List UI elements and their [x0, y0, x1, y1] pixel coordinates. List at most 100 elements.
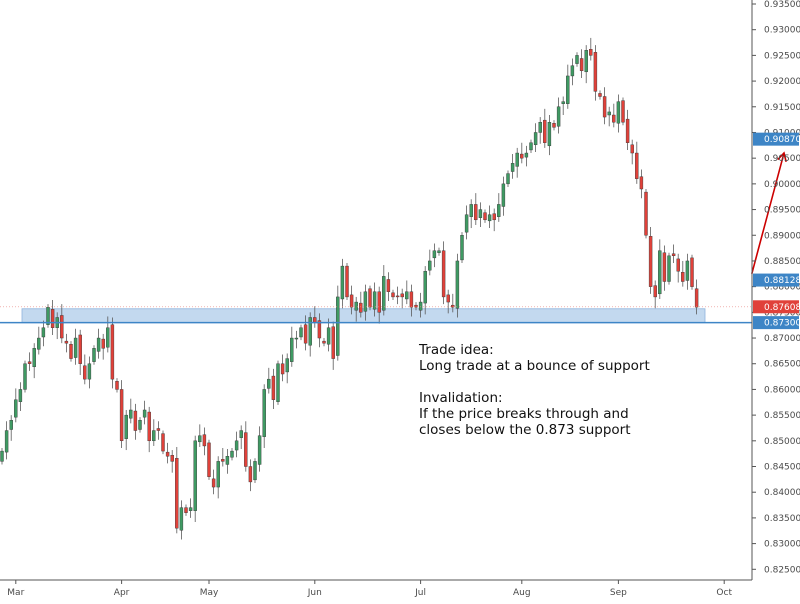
- candle-body-down: [69, 344, 73, 359]
- candle: [382, 265, 386, 316]
- note-trade-idea-text: Long trade at a bounce of support: [419, 358, 650, 374]
- candle: [570, 58, 575, 86]
- candle-body-up: [96, 337, 101, 352]
- candle: [175, 446, 179, 534]
- candle-body-down: [349, 294, 354, 308]
- candle: [193, 435, 197, 523]
- x-tick-label: Jul: [414, 588, 426, 598]
- y-tick-label: 0.89500: [764, 206, 800, 216]
- candle: [400, 288, 404, 309]
- candle: [349, 285, 354, 315]
- candle-body-up: [9, 420, 13, 430]
- candle: [46, 304, 50, 328]
- candle-body-down: [648, 236, 653, 287]
- badge-label: 0.87300: [764, 319, 800, 329]
- candle: [529, 139, 533, 154]
- candle-body-down: [377, 291, 381, 313]
- candle: [152, 419, 156, 446]
- candle-body-down: [386, 279, 391, 292]
- candle: [87, 356, 92, 389]
- candle: [556, 97, 561, 134]
- candle: [179, 500, 184, 540]
- candle: [96, 328, 101, 359]
- candle: [441, 241, 446, 305]
- candle: [216, 456, 220, 499]
- candle: [368, 285, 372, 311]
- candle: [170, 450, 174, 473]
- candle-body-up: [464, 214, 469, 233]
- candle: [395, 286, 400, 305]
- candle-body-down: [78, 334, 82, 364]
- candle-body-up: [478, 209, 483, 218]
- badge-background: [753, 273, 799, 287]
- y-tick-label: 0.87500: [764, 308, 800, 318]
- candle-body-down: [593, 52, 598, 92]
- candle: [4, 421, 9, 460]
- candle: [294, 330, 299, 349]
- candle-body-down: [50, 309, 55, 328]
- candle: [386, 272, 391, 302]
- candle: [23, 360, 27, 393]
- y-tick-label: 0.86000: [764, 385, 800, 395]
- candle-body-up: [423, 271, 427, 304]
- candle: [694, 279, 699, 315]
- candle-body-down: [676, 258, 680, 272]
- badge-label: 0.87608: [764, 303, 800, 313]
- candle: [308, 312, 312, 357]
- candle-body-down: [598, 93, 602, 97]
- candle: [451, 293, 455, 313]
- candle: [184, 504, 188, 516]
- candle-body-up: [437, 250, 441, 253]
- candle-body-up: [510, 163, 515, 172]
- candle-body-up: [92, 348, 96, 362]
- candle-body-up: [497, 204, 501, 217]
- candle-body-down: [170, 455, 174, 462]
- candle: [253, 458, 257, 483]
- candle: [142, 400, 147, 425]
- candle-body-down: [391, 292, 395, 298]
- candle: [423, 266, 427, 315]
- candle-body-down: [474, 204, 478, 221]
- candle-body-up: [87, 363, 92, 380]
- candle-body-up: [363, 291, 368, 312]
- candle: [372, 282, 377, 317]
- candle-body-up: [340, 265, 345, 300]
- candle: [115, 378, 119, 393]
- candle: [9, 415, 13, 441]
- candle: [340, 258, 345, 309]
- x-tick-label: Jun: [307, 588, 322, 598]
- candle-body-up: [506, 173, 510, 185]
- candle: [607, 106, 611, 127]
- candle-body-up: [607, 111, 611, 116]
- candle: [676, 253, 680, 283]
- candle: [363, 284, 368, 321]
- y-tick-label: 0.83000: [764, 540, 800, 550]
- candle-body-down: [165, 451, 170, 457]
- y-tick-label: 0.90000: [764, 180, 800, 190]
- candle: [73, 328, 78, 365]
- candle-body-down: [119, 389, 124, 442]
- candle-body-up: [667, 255, 671, 282]
- candle-body-down: [451, 304, 455, 308]
- candle: [18, 382, 23, 412]
- candle-body-down: [414, 304, 418, 308]
- candle-body-up: [354, 301, 358, 311]
- candle-body-up: [152, 430, 156, 442]
- candle: [575, 52, 579, 67]
- candle-body-up: [267, 378, 271, 389]
- candle: [354, 296, 358, 322]
- candle: [409, 284, 414, 317]
- candle: [589, 37, 593, 61]
- candle-body-up: [216, 461, 220, 488]
- candle: [432, 243, 437, 268]
- candle: [133, 403, 138, 440]
- candle: [50, 300, 55, 335]
- candle: [276, 360, 280, 405]
- candle: [561, 96, 565, 116]
- candle-body-up: [515, 152, 519, 167]
- candle-body-up: [418, 301, 423, 311]
- candle-body-up: [0, 450, 4, 462]
- candle-body-down: [625, 118, 630, 143]
